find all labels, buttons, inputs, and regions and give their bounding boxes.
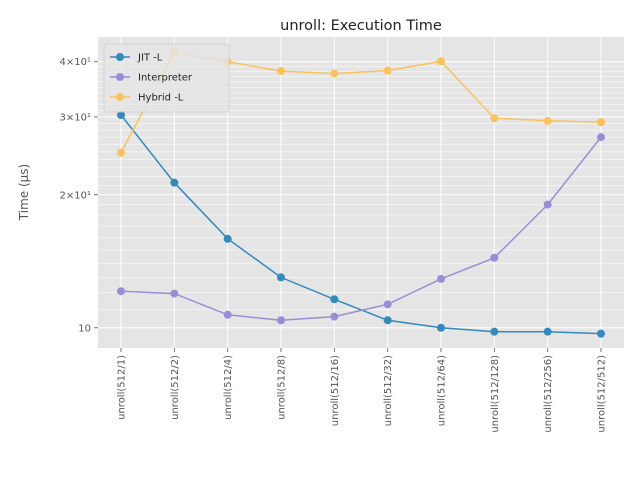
data-point [170,178,179,187]
data-point [543,200,552,209]
data-point [437,274,445,283]
x-tick-label: unroll(512/16) [330,355,341,426]
data-point [330,69,339,78]
x-tick-label: unroll(512/8) [277,355,288,420]
series-line [120,136,602,322]
data-point [117,287,125,296]
data-point [490,253,499,262]
data-point [170,289,179,298]
data-point [437,57,445,66]
data-point [383,66,392,75]
x-tick-label: unroll(512/2) [170,355,181,420]
legend-label: Hybrid -L [138,93,184,104]
axis-layer: 10 2×10¹ 3×10¹ 4×10¹ unroll(512/1) unroll(512… [60,57,608,432]
x-tick-label: unroll(512/128) [490,355,501,433]
data-point [117,148,125,157]
data-point [597,329,605,338]
data-point [117,111,125,120]
x-tick-label: unroll(512/32) [383,355,394,426]
data-point [543,327,552,336]
legend-marker [116,73,124,81]
data-point [437,323,445,332]
legend-box [103,43,230,113]
y-tick-label: 2×10¹ [60,190,91,201]
data-point [383,300,392,309]
data-point [543,116,552,125]
data-point [597,118,605,127]
legend: JIT -L Interpreter Hybrid -L [103,43,230,113]
data-point [223,310,232,319]
data-point [277,67,285,76]
data-point [490,114,499,123]
data-point [223,234,232,243]
x-tick-label: unroll(512/256) [543,355,554,433]
x-tick-label: unroll(512/64) [437,355,448,426]
data-point [330,312,339,321]
data-point [597,133,605,142]
legend-marker [116,93,124,101]
chart-title: unroll: Execution Time [280,18,442,34]
data-point [383,316,392,325]
x-tick-label: unroll(512/512) [597,355,608,433]
x-tick-label: unroll(512/1) [117,355,128,420]
y-tick-label: 3×10¹ [60,112,91,123]
data-point [277,273,285,282]
y-tick-label: 4×10¹ [60,57,91,68]
data-point [277,316,285,325]
x-tick-label: unroll(512/4) [223,355,234,420]
y-axis-title: Time (μs) [17,164,31,221]
series-1 [117,133,605,325]
legend-label: JIT -L [137,53,163,64]
data-point [330,295,339,304]
data-point [490,327,499,336]
legend-marker [116,53,124,61]
y-tick-label: 10 [78,323,91,334]
legend-label: Interpreter [138,73,193,84]
